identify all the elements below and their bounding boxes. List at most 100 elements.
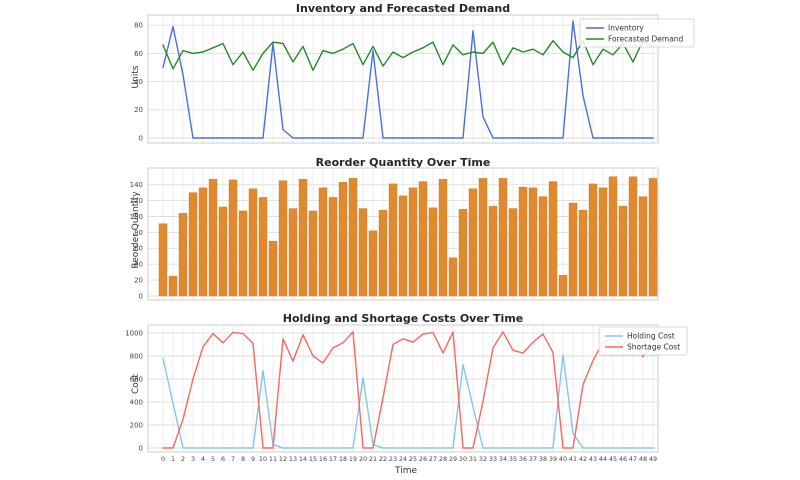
x-tick-label: 32 (479, 455, 487, 463)
bar (248, 188, 258, 297)
forecasted-demand-line (162, 40, 654, 72)
x-tick-label: 5 (211, 455, 215, 463)
x-tick-label: 23 (389, 455, 397, 463)
plot-frame (147, 324, 659, 453)
x-tick-label: 2 (181, 455, 185, 463)
bar (548, 181, 558, 297)
x-tick-label: 42 (579, 455, 587, 463)
x-tick-label: 29 (449, 455, 457, 463)
bar (468, 188, 478, 297)
plot-frame (147, 14, 659, 144)
bar (448, 257, 458, 297)
bar (458, 209, 468, 297)
x-tick-label: 20 (359, 455, 367, 463)
plot-frame (147, 167, 659, 301)
bar (218, 206, 228, 297)
x-tick-label: 19 (349, 455, 357, 463)
y-tick-label: 120 (130, 197, 143, 205)
holding-cost-line (162, 354, 654, 449)
bar (288, 208, 298, 297)
x-tick-label: 10 (259, 455, 267, 463)
x-tick-label: 47 (629, 455, 637, 463)
x-axis-label: Time (394, 466, 418, 476)
inventory-demand-chart: 0 20 40 60 80 Inventory Forecasted Demand (134, 14, 695, 144)
reorder-quantity-bars (158, 176, 658, 297)
x-tick-label: 15 (309, 455, 317, 463)
y-tick-label: 20 (134, 277, 143, 285)
bar (588, 183, 598, 297)
x-tick-label: 13 (289, 455, 297, 463)
bar (498, 178, 508, 297)
y-tick-label: 80 (134, 229, 143, 237)
x-tick-label: 33 (489, 455, 497, 463)
chart3-title: Holding and Shortage Costs Over Time (282, 312, 524, 325)
x-tick-label: 25 (409, 455, 417, 463)
y-tick-label: 60 (134, 50, 143, 58)
bar (388, 183, 398, 297)
bar (158, 223, 168, 297)
x-tick-label: 28 (439, 455, 447, 463)
bar (198, 187, 208, 297)
bar (478, 178, 488, 297)
x-tick-label: 9 (251, 455, 255, 463)
x-tick-label: 3 (191, 455, 195, 463)
y-tick-label: 800 (130, 352, 143, 360)
chart1-title: Inventory and Forecasted Demand (295, 2, 511, 15)
bar (188, 192, 198, 297)
x-tick-label: 8 (241, 455, 245, 463)
x-tick-label: 22 (379, 455, 387, 463)
y-tick-label: 40 (134, 261, 143, 269)
shortage-cost-line (162, 331, 654, 449)
bar (428, 207, 438, 297)
legend-label: Inventory (608, 24, 644, 33)
y-tick-label: 20 (134, 106, 143, 114)
bar (538, 196, 548, 297)
x-tick-label: 30 (459, 455, 467, 463)
x-tick-label: 37 (529, 455, 537, 463)
inventory-line (162, 20, 654, 139)
x-tick-label: 1 (171, 455, 175, 463)
bar (488, 205, 498, 297)
bar (558, 275, 568, 297)
x-tick-label: 14 (299, 455, 307, 463)
legend: Holding Cost Shortage Cost (598, 326, 688, 356)
x-tick-label: 41 (569, 455, 577, 463)
bar (408, 187, 418, 297)
x-tick-label: 44 (599, 455, 607, 463)
bar (438, 178, 448, 297)
x-tick-label: 49 (649, 455, 657, 463)
legend-label: Holding Cost (627, 332, 675, 341)
bar (318, 187, 328, 297)
x-tick-label: 40 (559, 455, 567, 463)
bar (628, 176, 638, 297)
x-tick-label: 45 (609, 455, 617, 463)
x-tick-label: 4 (201, 455, 205, 463)
bar (418, 181, 428, 297)
y-tick-label: 60 (134, 245, 143, 253)
y-tick-label: 0 (139, 134, 143, 142)
x-tick-label: 6 (221, 455, 225, 463)
bar (208, 178, 218, 297)
legend: Inventory Forecasted Demand (579, 18, 695, 48)
bar (258, 197, 268, 297)
x-tick-label: 27 (429, 455, 437, 463)
bar (278, 180, 288, 297)
legend-box (579, 18, 695, 48)
bar (568, 202, 578, 297)
bar (638, 196, 648, 297)
reorder-quantity-chart: 0 20 40 60 80 100 120 140 (130, 167, 659, 301)
bar (308, 210, 318, 297)
y-tick-label: 0 (139, 292, 143, 300)
x-tick-label: 46 (619, 455, 627, 463)
y-tick-label: 80 (134, 22, 143, 30)
bar (268, 240, 278, 297)
x-tick-label: 36 (519, 455, 527, 463)
y-tick-label: 140 (130, 181, 143, 189)
bar (518, 186, 528, 297)
bar (168, 275, 178, 297)
legend-box (598, 326, 688, 356)
y-tick-label: 400 (130, 398, 143, 406)
